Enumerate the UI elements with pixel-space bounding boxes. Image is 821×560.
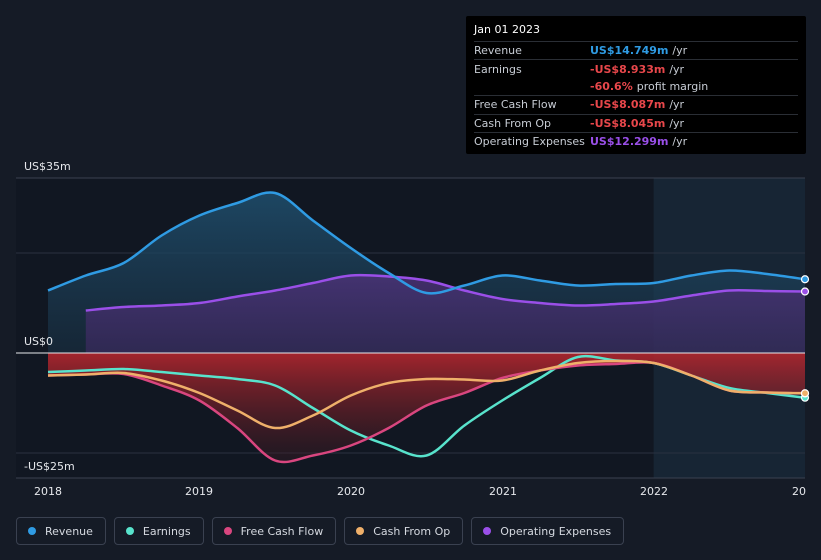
tooltip-date: Jan 01 2023 [474,23,540,36]
legend-label: Cash From Op [373,524,451,538]
x-tick-label: 2021 [489,485,517,498]
tooltip-row-cash-from-op: Cash From Op -US$8.045m /yr [474,113,798,132]
legend-label: Revenue [45,524,93,538]
tooltip-row-profit-margin: -60.6% profit margin [474,78,798,95]
cash-from-op-line [47,359,806,430]
x-tick-label: 2018 [34,485,62,498]
cash-from-op-endpoint [800,389,810,398]
x-tick-label: 2019 [185,485,213,498]
tooltip-label: Free Cash Flow [474,98,557,112]
tooltip-value: US$14.749m [590,44,669,58]
y-axis-label-bottom: -US$25m [24,460,75,473]
chart-legend: Revenue Earnings Free Cash Flow Cash Fro… [16,517,632,545]
tooltip-value: -US$8.045m [590,116,666,130]
legend-label: Operating Expenses [500,524,612,538]
operating-expenses-endpoint [800,287,810,296]
tooltip-value: -US$8.087m [590,98,666,112]
tooltip-value: US$12.299m [590,135,669,149]
legend-dot-icon [483,527,492,535]
revenue-endpoint [800,275,810,284]
x-tick-label: 2022 [640,485,668,498]
tooltip-unit: /yr [672,135,688,149]
tooltip-row-revenue: Revenue US$14.749m /yr [474,41,798,59]
chart-canvas [16,177,810,479]
legend-item-operating-expenses[interactable]: Operating Expenses [471,517,625,545]
tooltip-unit: /yr [669,62,685,76]
legend-dot-icon [125,527,134,535]
legend-item-earnings[interactable]: Earnings [113,517,204,545]
tooltip-row-earnings: Earnings -US$8.933m /yr [474,59,798,77]
tooltip-unit: /yr [669,116,685,130]
x-tick-label: 2020 [337,485,365,498]
tooltip-label: Cash From Op [474,116,552,130]
tooltip-value: -US$8.933m [590,62,666,76]
legend-dot-icon [28,527,36,535]
legend-dot-icon [356,527,365,535]
operating-expenses-line [85,273,806,312]
tooltip-row-operating-expenses: Operating Expenses US$12.299m /yr [474,131,798,150]
legend-dot-icon [223,527,232,535]
data-tooltip: Jan 01 2023 Revenue US$14.749m /yr Earni… [466,16,806,154]
tooltip-label: Earnings [474,62,522,76]
tooltip-value: -60.6% [590,79,633,93]
tooltip-row-free-cash-flow: Free Cash Flow -US$8.087m /yr [474,95,798,113]
revenue-line [47,191,806,295]
y-axis-label-zero: US$0 [24,335,54,348]
tooltip-label: Operating Expenses [474,135,585,149]
y-axis-label-top: US$35m [24,160,71,173]
legend-item-cash-from-op[interactable]: Cash From Op [344,517,464,545]
legend-item-free-cash-flow[interactable]: Free Cash Flow [211,517,337,545]
tooltip-unit: /yr [669,98,685,112]
x-tick-label: 20 [792,485,806,498]
operating-expenses-area [85,275,806,353]
legend-label: Earnings [142,524,191,538]
tooltip-label: Revenue [474,44,522,58]
legend-item-revenue[interactable]: Revenue [16,517,106,545]
legend-label: Free Cash Flow [240,524,324,538]
tooltip-unit: profit margin [636,79,709,93]
tooltip-unit: /yr [672,44,688,58]
